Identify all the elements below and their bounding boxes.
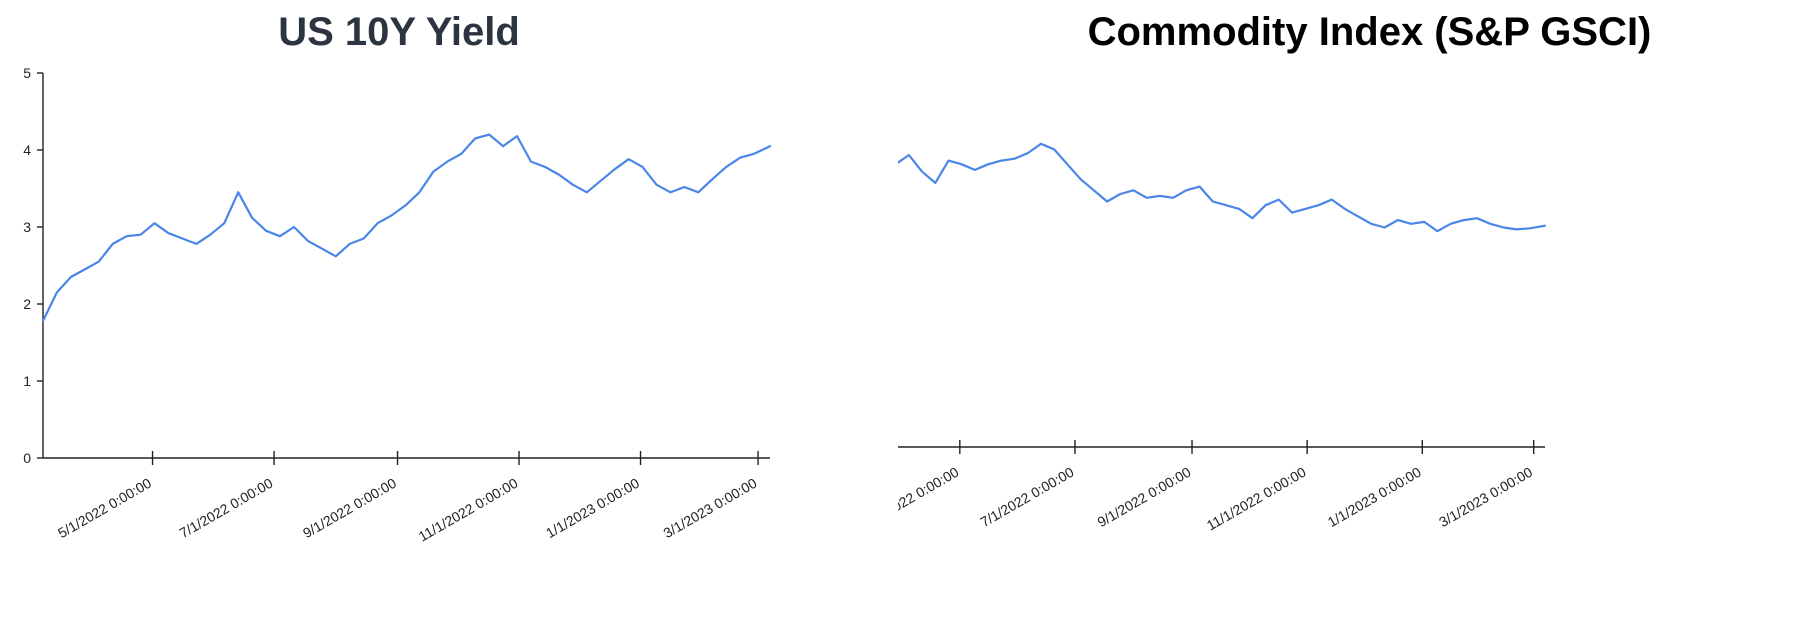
x-tick-label: 5/1/2022 0:00:00	[55, 475, 154, 542]
y-tick-label: 0	[23, 450, 31, 466]
x-tick-label: 3/1/2023 0:00:00	[661, 475, 760, 542]
series-line	[898, 142, 1547, 233]
x-tick-label: 7/1/2022 0:00:00	[977, 464, 1076, 531]
x-tick-label: 1/1/2023 0:00:00	[543, 475, 642, 542]
chart-plot: 0 1 2 3 4 5 5/1/2022 0:00:00 7/1/2022 0:00:00 9/…	[23, 65, 772, 545]
chart-title: US 10Y Yield	[278, 10, 520, 54]
x-tick-label: 1/1/2023 0:00:00	[1325, 464, 1424, 531]
series-line	[41, 133, 772, 322]
x-tick-label: 3/1/2023 0:00:00	[1436, 464, 1535, 531]
chart-panel-gsci: Commodity Index (S&P GSCI) 0250500750100…	[898, 0, 1797, 638]
y-tick-label: 2	[23, 296, 31, 312]
chart-title: Commodity Index (S&P GSCI)	[1087, 10, 1652, 54]
chart-panel-us10y: US 10Y Yield 0 1 2 3 4 5 5/1/2022 0:00:00 7/1/2…	[0, 0, 898, 638]
x-tick-label: 9/1/2022 0:00:00	[300, 475, 399, 542]
y-tick-label: 1	[23, 373, 31, 389]
y-tick-label: 5	[23, 65, 31, 81]
chart-plot: 025050075010005/1/2022 0:00:007/1/2022 0…	[898, 142, 1547, 534]
x-tick-label: 9/1/2022 0:00:00	[1094, 464, 1193, 531]
y-tick-label: 3	[23, 219, 31, 235]
y-tick-label: 4	[23, 142, 31, 158]
x-tick-label: 11/1/2022 0:00:00	[416, 475, 521, 545]
x-tick-label: 7/1/2022 0:00:00	[177, 475, 276, 542]
x-tick-label: 11/1/2022 0:00:00	[1204, 464, 1309, 534]
x-tick-label: 5/1/2022 0:00:00	[898, 464, 961, 531]
